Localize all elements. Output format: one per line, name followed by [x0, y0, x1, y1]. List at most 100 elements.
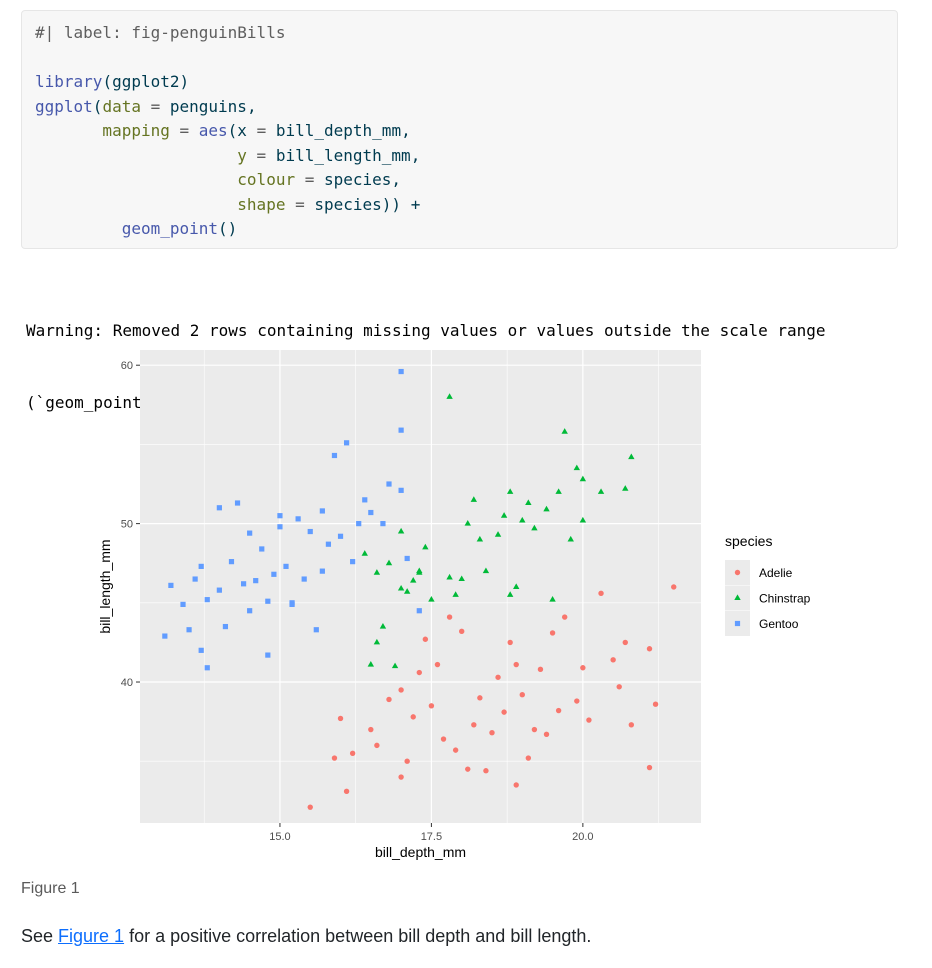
point	[506, 591, 514, 597]
point	[240, 581, 247, 587]
point	[458, 628, 465, 635]
point	[397, 584, 405, 591]
point	[446, 573, 453, 580]
point	[574, 698, 580, 704]
code-token: data	[102, 96, 141, 116]
point	[471, 722, 477, 728]
point	[416, 669, 422, 676]
point	[671, 584, 677, 590]
x-tick-label: 20.0	[572, 831, 593, 843]
point	[162, 633, 168, 639]
y-axis-label: bill_length_mm	[97, 539, 113, 633]
legend-label: Adelie	[759, 566, 793, 580]
point	[549, 630, 556, 636]
point	[513, 583, 520, 589]
legend-label: Chinstrap	[759, 592, 811, 606]
point	[398, 774, 404, 780]
code-token: penguins,	[169, 96, 257, 116]
code-token: bill_depth_mm,	[275, 121, 411, 140]
point	[628, 453, 635, 460]
code-line: geom_point()	[35, 217, 897, 242]
point	[265, 652, 271, 658]
x-axis-label: bill_depth_mm	[375, 844, 466, 860]
point	[464, 520, 471, 526]
point	[506, 488, 514, 494]
code-token: geom_point	[35, 219, 219, 238]
point	[513, 661, 519, 668]
point	[616, 684, 622, 690]
point	[519, 691, 525, 698]
code-token: ggplot	[35, 96, 93, 116]
point	[579, 475, 587, 482]
figure-link[interactable]: Figure 1	[58, 926, 125, 946]
panel	[140, 350, 701, 823]
point	[628, 722, 635, 728]
point	[271, 571, 277, 577]
paragraph: See Figure 1 for a positive correlation …	[21, 926, 591, 947]
point	[573, 464, 581, 471]
point	[416, 569, 423, 575]
point	[446, 393, 453, 399]
point	[228, 559, 235, 565]
point	[537, 666, 544, 673]
code-line: shape = species)) +	[35, 193, 897, 218]
point	[410, 714, 416, 720]
point	[531, 726, 538, 733]
point	[646, 764, 653, 771]
code-token: library	[35, 72, 103, 91]
point	[482, 567, 490, 574]
code-token: species)) +	[314, 194, 421, 214]
code-line: colour = species,	[35, 168, 897, 193]
point	[192, 576, 198, 582]
point	[561, 428, 568, 434]
point	[386, 481, 392, 487]
point	[380, 521, 386, 527]
point	[398, 368, 404, 375]
point	[307, 528, 313, 535]
point	[543, 731, 550, 737]
point	[416, 608, 422, 614]
point	[579, 516, 587, 523]
point	[295, 516, 301, 522]
point	[301, 576, 307, 582]
point	[555, 707, 562, 714]
point	[434, 661, 441, 668]
code-token: =	[295, 170, 324, 189]
point	[440, 736, 447, 742]
point	[356, 521, 362, 527]
point	[398, 687, 404, 693]
code-token: ()	[218, 219, 238, 238]
point	[343, 440, 350, 446]
point	[319, 568, 325, 574]
point	[452, 591, 459, 597]
legend-symbol	[734, 594, 741, 600]
point	[507, 639, 513, 646]
point	[410, 577, 417, 583]
point	[373, 638, 381, 645]
point	[398, 487, 404, 493]
code-line: library(ggplot2)	[35, 70, 897, 95]
point	[543, 505, 550, 512]
code-line: ggplot(data = penguins,	[35, 95, 897, 120]
point	[446, 614, 453, 620]
figure-caption: Figure 1	[21, 880, 80, 897]
y-tick-label: 50	[121, 519, 133, 531]
point	[385, 559, 393, 566]
code-token: =	[169, 121, 199, 140]
code-token: (x	[227, 121, 247, 140]
point	[331, 755, 338, 761]
point	[277, 513, 283, 519]
chart: 15.0 17.5 20.0 40 50 60 bill_depth_mm bill_leng…	[97, 350, 811, 860]
code-token: bill_length_mm,	[275, 145, 421, 165]
point	[404, 758, 410, 764]
point	[374, 742, 380, 749]
point	[277, 524, 283, 530]
code-token: (	[92, 96, 103, 116]
point	[597, 488, 605, 494]
point	[567, 535, 574, 542]
code-spacer	[35, 46, 897, 71]
code-line: mapping = aes(x = bill_depth_mm,	[35, 119, 897, 144]
point	[500, 512, 508, 518]
code-token: #| label: fig-penguinBills	[35, 23, 286, 42]
code-token: =	[285, 194, 315, 214]
